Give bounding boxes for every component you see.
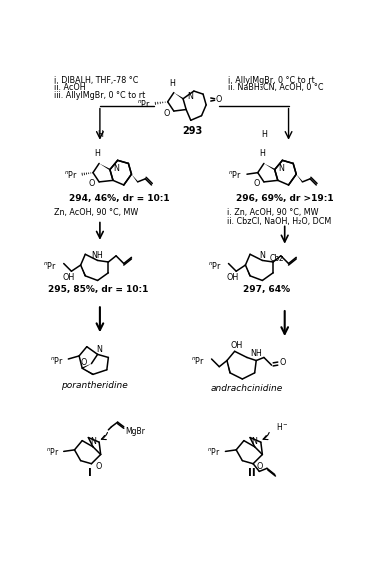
Text: Zn, AcOH, 90 °C, MW: Zn, AcOH, 90 °C, MW (54, 208, 138, 217)
Text: MgBr: MgBr (125, 427, 145, 436)
Text: 293: 293 (182, 126, 203, 136)
Polygon shape (264, 163, 275, 170)
Text: O: O (254, 179, 260, 188)
Text: O: O (81, 358, 87, 367)
Text: $^n$Pr: $^n$Pr (207, 446, 221, 457)
Text: H: H (169, 79, 175, 88)
Text: $^n$Pr: $^n$Pr (137, 98, 151, 109)
Text: H: H (95, 149, 100, 158)
Text: ii. NaBH₃CN, AcOH, 0 °C: ii. NaBH₃CN, AcOH, 0 °C (228, 83, 324, 93)
Text: H: H (261, 130, 267, 138)
Polygon shape (99, 163, 110, 170)
Text: OH: OH (62, 273, 74, 282)
Text: $^n$Pr: $^n$Pr (228, 168, 242, 179)
Text: ii. AcOH: ii. AcOH (54, 83, 85, 93)
Text: 297, 64%: 297, 64% (244, 285, 291, 294)
Polygon shape (131, 174, 138, 182)
Text: $^n$Pr: $^n$Pr (191, 355, 205, 366)
Text: H$^-$: H$^-$ (276, 422, 289, 433)
Text: i. DIBALH, THF,-78 °C: i. DIBALH, THF,-78 °C (54, 76, 138, 85)
Text: 295, 85%, dr = 10:1: 295, 85%, dr = 10:1 (48, 285, 149, 294)
Text: O: O (95, 462, 102, 471)
Text: N: N (187, 92, 193, 101)
Polygon shape (296, 174, 303, 182)
Text: N: N (252, 437, 258, 446)
Text: $^n$Pr: $^n$Pr (63, 168, 77, 179)
Polygon shape (81, 265, 86, 276)
Text: andrachcinidine: andrachcinidine (211, 384, 283, 393)
Text: OH: OH (227, 273, 239, 282)
Text: N: N (90, 437, 96, 446)
Text: O: O (257, 462, 264, 471)
Text: i. Zn, AcOH, 90 °C, MW: i. Zn, AcOH, 90 °C, MW (227, 208, 318, 217)
Text: I: I (88, 468, 92, 478)
Text: $^n$Pr: $^n$Pr (45, 446, 59, 457)
Text: O: O (89, 179, 95, 188)
Text: N: N (113, 163, 119, 173)
Text: O: O (163, 109, 170, 118)
Text: NH: NH (250, 349, 262, 358)
Text: 294, 46%, dr = 10:1: 294, 46%, dr = 10:1 (69, 193, 169, 203)
Text: i. AllylMgBr, 0 °C to rt: i. AllylMgBr, 0 °C to rt (228, 76, 315, 85)
Text: 296, 69%, dr >19:1: 296, 69%, dr >19:1 (236, 193, 334, 203)
Text: O: O (279, 358, 286, 367)
Polygon shape (174, 93, 183, 100)
Text: $^n$Pr: $^n$Pr (50, 355, 64, 366)
Text: $^n$Pr: $^n$Pr (43, 259, 57, 270)
Polygon shape (82, 364, 91, 369)
Text: N: N (278, 163, 283, 173)
Text: H: H (97, 130, 103, 138)
Text: N: N (96, 345, 102, 354)
Text: ii. CbzCl, NaOH, H₂O, DCM: ii. CbzCl, NaOH, H₂O, DCM (227, 217, 331, 226)
Text: O: O (215, 95, 222, 104)
Text: H: H (260, 149, 265, 158)
Text: OH: OH (230, 340, 242, 350)
Text: Cbz: Cbz (270, 254, 284, 263)
Polygon shape (227, 361, 231, 373)
Polygon shape (246, 265, 251, 276)
Text: iii. AllylMgBr, 0 °C to rt: iii. AllylMgBr, 0 °C to rt (54, 91, 145, 100)
Text: NH: NH (92, 251, 104, 259)
Text: N: N (260, 251, 265, 259)
Text: porantheridine: porantheridine (61, 380, 128, 390)
Text: $^n$Pr: $^n$Pr (208, 259, 222, 270)
Text: II: II (248, 468, 255, 478)
Polygon shape (82, 368, 93, 375)
